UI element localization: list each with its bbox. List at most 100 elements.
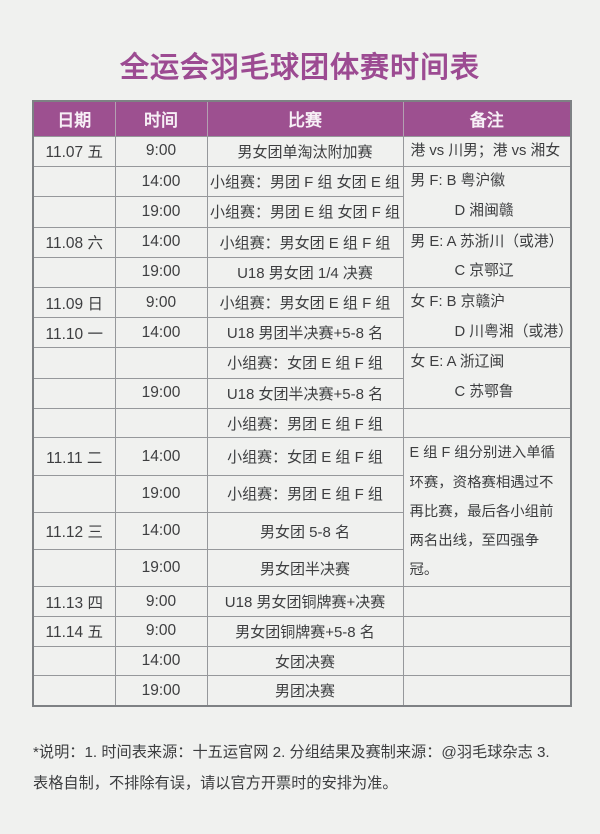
note-text: E 组 F 组分别进入单循环赛，资格赛相遇过不再比赛，最后各小组前两名出线，至四… [409, 445, 556, 579]
time-cell [114, 347, 208, 379]
date-cell: 11.13 四 [32, 586, 116, 618]
note-text: 女 E: A 浙辽闽 [410, 354, 505, 371]
table-row: 19:00 U18 女团半决赛+5-8 名 [32, 377, 571, 409]
note-cell: 男 E: A 苏浙川（或港） C 京鄂辽 [402, 226, 572, 288]
time-cell: 19:00 [114, 196, 208, 228]
match-cell: 男团决赛 [206, 675, 404, 707]
match-cell: 小组赛：女团 E 组 F 组 [206, 437, 404, 476]
match-cell: U18 女团半决赛+5-8 名 [206, 377, 404, 409]
note-text: 港 vs 川男；港 vs 湘女 [410, 142, 561, 159]
schedule-table: 日期 时间 比赛 备注 11.07 五 9:00 男女团单淘汰附加赛港 vs 川男；… [32, 100, 572, 707]
match-cell: 小组赛：女团 E 组 F 组 [206, 347, 404, 379]
header-cell-time: 时间 [114, 100, 208, 137]
time-cell: 19:00 [114, 549, 208, 588]
match-cell: 男女团半决赛 [206, 549, 404, 588]
match-cell: 女团决赛 [206, 645, 404, 677]
time-cell [114, 407, 208, 439]
table-row: 11.13 四 9:00 U18 男女团铜牌赛+决赛 [32, 586, 572, 618]
table-row: 14:00 女团决赛 [32, 645, 572, 677]
time-cell: 19:00 [114, 474, 208, 513]
header-cell-match: 比赛 [206, 100, 404, 137]
table-row: 11.14 五 9:00 男女团铜牌赛+5-8 名 [32, 616, 572, 647]
date-cell [32, 347, 116, 379]
time-cell: 14:00 [114, 437, 208, 476]
time-cell: 19:00 [114, 675, 208, 707]
header-row: 日期 时间 比赛 备注 [32, 100, 572, 137]
table-row: 11.08 六 14:00 小组赛：男女团 E 组 F 组男 E: A 苏浙川（或港… [32, 226, 572, 288]
match-cell: 小组赛：男团 E 组 女团 F 组 [206, 196, 404, 228]
note-cell [402, 407, 572, 439]
match-cell: U18 男女团 1/4 决赛 [206, 256, 404, 288]
note-text: D 湘闽赣 [454, 202, 514, 219]
table-row: 11.12 三 14:00 男女团 5-8 名 [32, 511, 571, 551]
footnote: *说明：1. 时间表来源：十五运官网 2. 分组结果及赛制来源：@羽毛球杂志 3… [33, 743, 550, 792]
match-cell: 男女团 5-8 名 [206, 511, 404, 551]
match-cell: 男女团单淘汰附加赛 [206, 135, 404, 168]
note-text: 女 F: B 京赣沪 [410, 293, 506, 310]
match-cell: U18 男女团铜牌赛+决赛 [206, 586, 404, 618]
date-cell: 11.07 五 [32, 135, 116, 168]
note-cell: E 组 F 组分别进入单循环赛，资格赛相遇过不再比赛，最后各小组前两名出线，至四… [402, 437, 572, 588]
date-cell [32, 407, 116, 439]
time-cell: 19:00 [114, 377, 208, 409]
date-cell [32, 377, 116, 409]
table-row: 19:00 小组赛：男团 E 组 F 组 [32, 474, 571, 513]
note-cell: 女 F: B 京赣沪 D 川粤湘（或港） [402, 286, 572, 349]
table-row: 19:00 男团决赛 [32, 675, 572, 707]
time-cell: 19:00 [114, 256, 208, 288]
match-cell: 男女团铜牌赛+5-8 名 [206, 616, 404, 647]
date-cell [32, 196, 116, 228]
date-cell: 11.11 二 [32, 437, 116, 476]
header-cell-date: 日期 [32, 100, 116, 137]
time-cell: 9:00 [114, 135, 208, 168]
date-cell [32, 675, 116, 707]
note-cell: 港 vs 川男；港 vs 湘女 [402, 135, 572, 168]
match-cell: 小组赛：男团 F 组 女团 E 组 [206, 166, 404, 198]
date-cell: 11.10 一 [32, 317, 116, 349]
date-cell: 11.14 五 [32, 616, 116, 647]
header-cell-note: 备注 [402, 100, 572, 137]
note-text: C 京鄂辽 [454, 263, 514, 280]
table-row: 19:00 男女团半决赛 [32, 549, 571, 588]
table-header: 日期 时间 比赛 备注 [32, 100, 572, 137]
time-cell: 14:00 [114, 511, 208, 551]
table-row: 19:00 U18 男女团 1/4 决赛 [32, 256, 571, 288]
note-cell: 女 E: A 浙辽闽 C 苏鄂鲁 [402, 347, 572, 409]
match-cell: U18 男团半决赛+5-8 名 [206, 317, 404, 349]
note-cell [402, 616, 572, 647]
time-cell: 14:00 [114, 166, 208, 198]
table-row: 11.07 五 9:00 男女团单淘汰附加赛港 vs 川男；港 vs 湘女 [32, 135, 572, 168]
date-cell [32, 549, 116, 588]
note-text: C 苏鄂鲁 [454, 384, 514, 400]
time-cell: 9:00 [114, 586, 208, 618]
table-row: 小组赛：女团 E 组 F 组女 E: A 浙辽闽 C 苏鄂鲁 [32, 347, 572, 409]
time-cell: 14:00 [114, 645, 208, 677]
time-cell: 14:00 [114, 226, 208, 258]
note-cell [402, 586, 572, 618]
date-cell: 11.12 三 [32, 511, 116, 551]
schedule-table-body: 11.07 五 9:00 男女团单淘汰附加赛港 vs 川男；港 vs 湘女 14:00… [32, 135, 572, 707]
match-cell: 小组赛：男团 E 组 F 组 [206, 474, 404, 513]
time-cell: 9:00 [114, 616, 208, 647]
date-cell [32, 256, 116, 288]
time-cell: 14:00 [114, 317, 208, 349]
date-cell: 11.09 日 [32, 286, 116, 319]
table-row: 11.10 一 14:00 U18 男团半决赛+5-8 名 [32, 317, 571, 349]
time-cell: 9:00 [114, 286, 208, 319]
table-row: 小组赛：男团 E 组 F 组 [32, 407, 572, 439]
date-cell: 11.08 六 [32, 226, 116, 258]
match-cell: 小组赛：男团 E 组 F 组 [206, 407, 404, 439]
note-text: 男 E: A 苏浙川（或港） [410, 233, 564, 250]
match-cell: 小组赛：男女团 E 组 F 组 [206, 286, 404, 319]
page-title: 全运会羽毛球团体赛时间表 [119, 52, 480, 84]
note-text: D 川粤湘（或港） [454, 323, 571, 340]
date-cell [32, 645, 116, 677]
note-text: 男 F: B 粤沪徽 [410, 173, 506, 190]
match-cell: 小组赛：男女团 E 组 F 组 [206, 226, 404, 258]
date-cell [32, 474, 116, 513]
note-cell [402, 675, 572, 707]
date-cell [32, 166, 116, 198]
note-cell [402, 645, 572, 677]
table-row: 14:00 小组赛：男团 F 组 女团 E 组男 F: B 粤沪徽 D 湘闽赣 [32, 166, 572, 228]
